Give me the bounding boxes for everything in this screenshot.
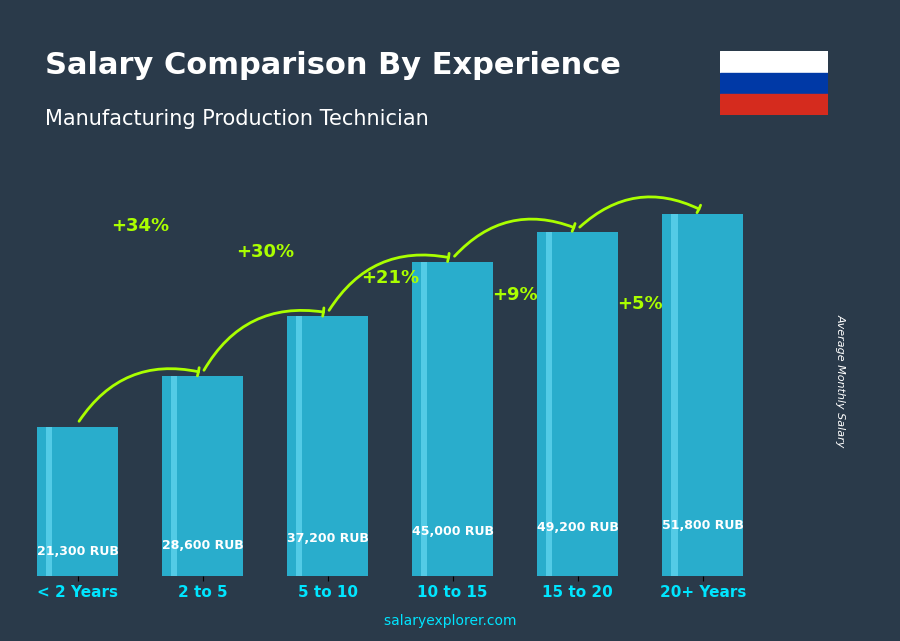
Text: +30%: +30% [236,243,294,261]
Bar [296,316,302,576]
Text: +21%: +21% [361,269,419,287]
Text: 49,200 RUB: 49,200 RUB [536,522,618,535]
Bar [37,427,118,576]
Bar [546,233,553,576]
Text: Average Monthly Salary: Average Monthly Salary [835,314,845,447]
Text: 28,600 RUB: 28,600 RUB [162,538,243,552]
Bar [412,262,493,576]
Bar [671,214,678,576]
Bar [537,233,618,576]
Text: +5%: +5% [617,295,663,313]
Bar [720,72,828,94]
Bar [662,214,743,576]
Bar [720,94,828,115]
Text: salary​explorer.com: salary​explorer.com [383,614,517,628]
Bar [162,376,243,576]
Text: 37,200 RUB: 37,200 RUB [287,531,368,544]
Bar [287,316,368,576]
Text: Manufacturing Production Technician: Manufacturing Production Technician [45,109,428,129]
Text: 21,300 RUB: 21,300 RUB [37,545,119,558]
Bar [720,51,828,72]
Text: +34%: +34% [111,217,169,235]
Text: 51,800 RUB: 51,800 RUB [662,519,743,532]
Text: 45,000 RUB: 45,000 RUB [411,525,493,538]
Bar [421,262,428,576]
Text: +9%: +9% [492,286,538,304]
Bar [171,376,177,576]
Text: Salary Comparison By Experience: Salary Comparison By Experience [45,51,621,80]
Bar [46,427,52,576]
